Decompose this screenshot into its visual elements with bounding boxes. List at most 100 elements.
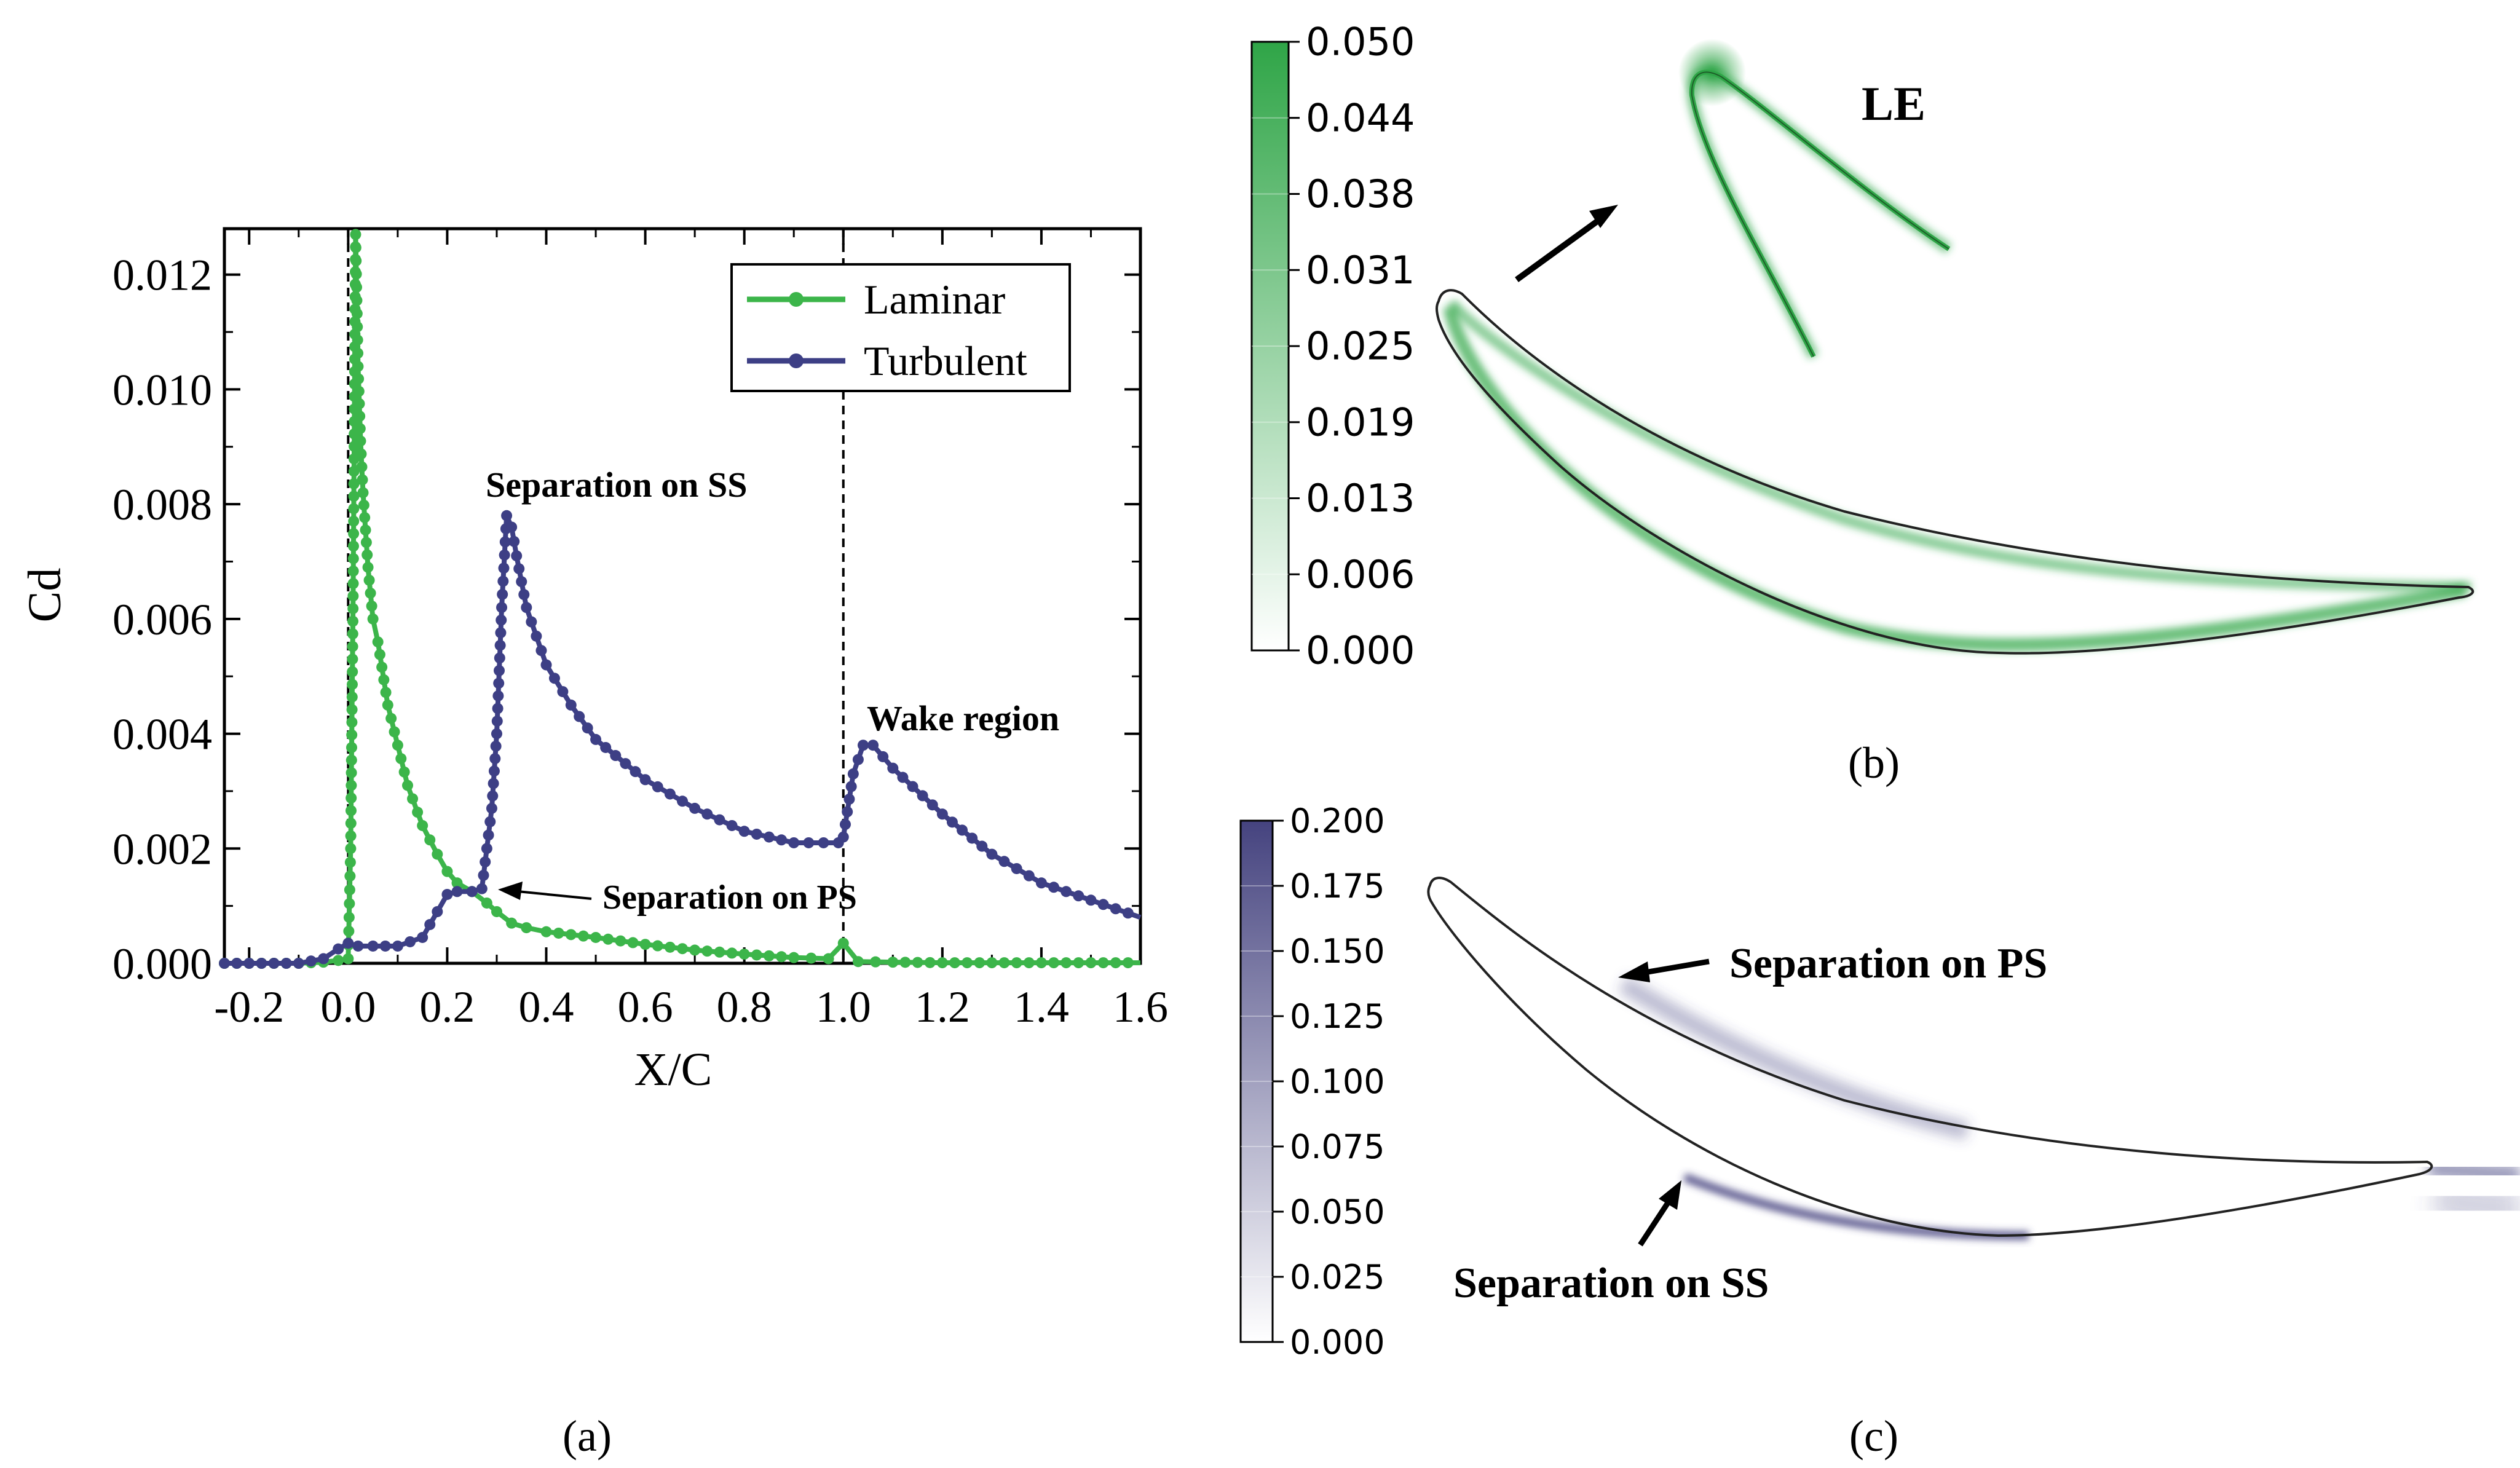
data-point-laminar: [962, 957, 973, 969]
data-point-turbulent: [243, 958, 255, 969]
data-point-laminar: [936, 957, 948, 969]
data-point-turbulent: [726, 819, 738, 831]
data-point-turbulent: [714, 814, 725, 826]
data-point-laminar: [348, 478, 360, 489]
data-point-laminar: [385, 712, 397, 724]
data-point-turbulent: [1061, 886, 1072, 898]
annotation-arrow-ps: [517, 890, 592, 900]
data-point-laminar: [776, 951, 788, 963]
data-point-laminar: [424, 834, 436, 846]
data-point-laminar: [356, 461, 368, 473]
data-point-laminar: [352, 321, 363, 333]
annotation-arrowhead-ps: [498, 882, 523, 900]
panel-b-contour: 0.050 0.044 0.038 0.031 0.025 0.019 0.013 0.006…: [1250, 20, 2475, 787]
data-point-laminar: [362, 561, 374, 573]
x-tick-label: 0.0: [320, 982, 376, 1032]
data-point-laminar: [1011, 957, 1022, 969]
y-tick-label: 0.012: [113, 251, 212, 300]
data-point-turbulent: [293, 958, 304, 969]
data-point-turbulent: [639, 774, 651, 786]
panel-label-a: (a): [563, 1411, 612, 1461]
data-point-laminar: [677, 943, 688, 955]
data-point-laminar: [412, 807, 424, 818]
data-point-laminar: [344, 884, 355, 896]
data-point-turbulent: [417, 931, 429, 943]
annotation-separation-ps: Separation on PS: [602, 878, 857, 917]
data-point-turbulent: [506, 521, 518, 533]
annotation-separation-ss: Separation on SS: [486, 465, 747, 505]
data-point-laminar: [354, 423, 366, 435]
colorbar-tick-label: 0.075: [1290, 1127, 1385, 1166]
data-point-turbulent: [788, 837, 800, 848]
data-point-laminar: [986, 957, 998, 969]
data-point-turbulent: [497, 588, 508, 600]
data-point-turbulent: [484, 816, 496, 827]
data-point-laminar: [363, 574, 375, 586]
data-point-turbulent: [852, 754, 864, 765]
data-point-laminar: [852, 956, 864, 968]
data-point-turbulent: [557, 686, 569, 698]
data-point-laminar: [1110, 957, 1121, 969]
data-point-laminar: [346, 679, 358, 690]
data-point-laminar: [491, 906, 502, 917]
data-point-turbulent: [491, 728, 502, 740]
data-point-laminar: [346, 729, 358, 741]
data-point-laminar: [345, 843, 357, 854]
data-point-laminar: [346, 704, 358, 716]
colorbar-tick-label: 0.050: [1290, 1193, 1385, 1231]
data-point-laminar: [347, 565, 359, 577]
data-point-laminar: [359, 511, 371, 523]
data-point-turbulent: [1110, 903, 1121, 915]
colorbar-tick-label: 0.031: [1306, 248, 1415, 293]
data-point-turbulent: [508, 535, 520, 547]
data-point-laminar: [402, 779, 413, 791]
x-tick-label: 1.0: [816, 982, 871, 1032]
y-tick-label: 0.006: [113, 595, 212, 644]
data-point-laminar: [627, 937, 639, 949]
data-point-laminar: [346, 779, 357, 791]
colorbar-tick-label: 0.000: [1290, 1323, 1385, 1362]
data-point-laminar: [347, 578, 359, 590]
data-point-laminar: [378, 674, 390, 685]
data-point-turbulent: [451, 886, 463, 898]
data-point-turbulent: [600, 741, 612, 753]
data-point-turbulent: [1011, 862, 1022, 874]
data-point-laminar: [346, 767, 357, 779]
data-point-turbulent: [441, 888, 453, 900]
data-point-laminar: [652, 940, 663, 952]
plot-frame: [223, 227, 1142, 965]
data-point-laminar: [751, 949, 762, 961]
data-point-turbulent: [367, 940, 379, 952]
data-point-turbulent: [280, 958, 292, 969]
legend-turbulent-label: Turbulent: [864, 337, 1027, 384]
data-point-turbulent: [521, 602, 532, 614]
data-point-laminar: [354, 410, 366, 422]
data-point-turbulent: [499, 549, 510, 561]
data-point-turbulent: [486, 802, 497, 814]
data-point-laminar: [689, 944, 701, 956]
data-point-turbulent: [701, 808, 713, 820]
data-point-laminar: [344, 898, 355, 909]
data-point-turbulent: [231, 958, 243, 969]
colorbar-tick-label: 0.038: [1306, 172, 1415, 216]
y-axis-label: Cd: [19, 568, 71, 623]
data-point-turbulent: [483, 829, 494, 841]
data-point-turbulent: [494, 652, 505, 664]
data-point-laminar: [714, 946, 725, 958]
data-point-laminar: [343, 925, 355, 937]
data-point-turbulent: [513, 563, 525, 575]
data-point-laminar: [350, 242, 361, 253]
x-tick-label: 0.6: [618, 982, 673, 1032]
data-point-laminar: [347, 553, 359, 564]
data-point-laminar: [353, 385, 365, 397]
data-point-laminar: [870, 956, 882, 968]
data-point-laminar: [451, 877, 463, 889]
panel-a-line-chart: -0.2 0.0 0.2 0.4 0.6 0.8 1.0 1.2 1.4 1.6 0.0000.0…: [19, 227, 1168, 1461]
data-point-laminar: [899, 957, 911, 968]
data-point-laminar: [1035, 957, 1047, 969]
data-point-laminar: [949, 957, 960, 969]
data-point-turbulent: [511, 550, 523, 562]
data-point-turbulent: [352, 940, 364, 952]
data-point-laminar: [1048, 957, 1060, 969]
x-tick-labels: -0.2 0.0 0.2 0.4 0.6 0.8 1.0 1.2 1.4 1.6: [214, 982, 1168, 1032]
